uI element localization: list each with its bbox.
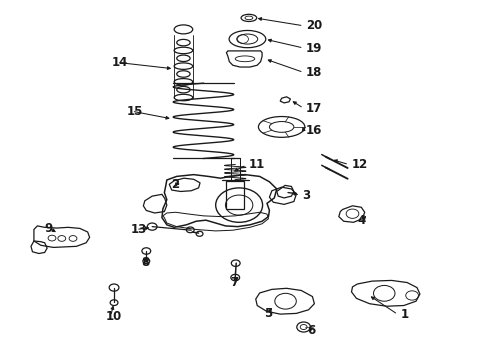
Text: 19: 19 bbox=[306, 41, 322, 54]
Text: 18: 18 bbox=[306, 66, 322, 79]
Text: 7: 7 bbox=[230, 276, 239, 289]
Text: 15: 15 bbox=[127, 105, 143, 118]
Text: 8: 8 bbox=[141, 256, 149, 269]
Text: 17: 17 bbox=[306, 102, 322, 115]
Text: 14: 14 bbox=[112, 56, 128, 69]
Text: 1: 1 bbox=[400, 308, 409, 321]
Text: 6: 6 bbox=[308, 324, 316, 337]
Text: 5: 5 bbox=[264, 307, 272, 320]
Text: 9: 9 bbox=[45, 221, 53, 235]
Text: 13: 13 bbox=[131, 223, 147, 236]
Text: 12: 12 bbox=[351, 158, 368, 171]
Text: 4: 4 bbox=[357, 214, 366, 227]
Text: 2: 2 bbox=[171, 178, 179, 191]
Text: 3: 3 bbox=[303, 189, 311, 202]
Text: 11: 11 bbox=[249, 158, 265, 171]
Text: 20: 20 bbox=[306, 19, 322, 32]
Text: 10: 10 bbox=[106, 310, 122, 323]
Text: 16: 16 bbox=[306, 124, 322, 137]
